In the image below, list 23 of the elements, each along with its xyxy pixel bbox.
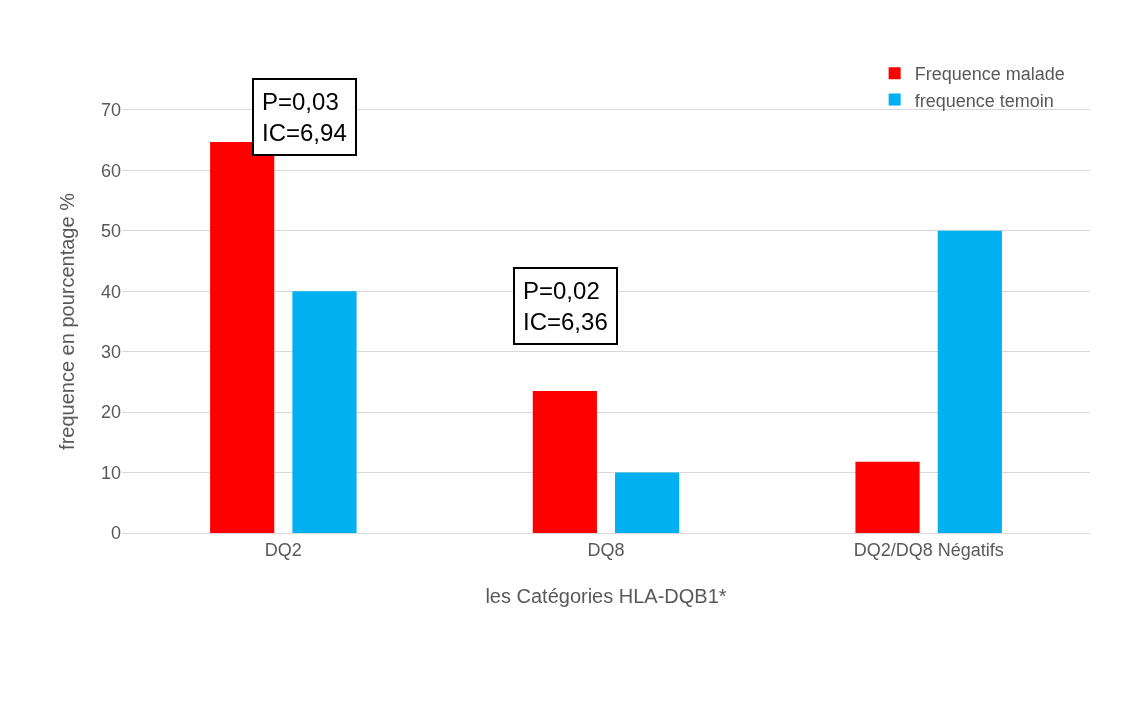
y-tick-label: 30	[100, 342, 121, 363]
y-tick-label: 70	[100, 100, 121, 121]
y-tick-label: 60	[100, 160, 121, 181]
bar	[615, 472, 680, 533]
x-tick-label: DQ2/DQ8 Négatifs	[853, 539, 1004, 560]
x-tick-label: DQ8	[587, 539, 625, 560]
bar	[532, 390, 597, 533]
y-axis-title: frequence en pourcentage %	[56, 192, 79, 450]
bar	[292, 291, 357, 533]
annotation: P=0,02 IC=6,36	[523, 277, 608, 336]
y-tick-label: 20	[100, 402, 121, 423]
bar	[210, 142, 275, 533]
y-tick-label: 40	[100, 281, 121, 302]
y-tick-label: 0	[110, 523, 121, 544]
x-tick-label: DQ2	[264, 539, 302, 560]
legend-label: Frequence malade	[914, 64, 1065, 85]
y-tick-label: 50	[100, 221, 121, 242]
bar	[937, 230, 1002, 533]
annotation: P=0,03 IC=6,94	[262, 88, 347, 147]
x-axis-title: les Catégories HLA-DQB1*	[485, 585, 727, 608]
y-tick-label: 10	[100, 462, 121, 483]
bar	[855, 461, 920, 533]
legend-label: frequence temoin	[914, 90, 1054, 111]
